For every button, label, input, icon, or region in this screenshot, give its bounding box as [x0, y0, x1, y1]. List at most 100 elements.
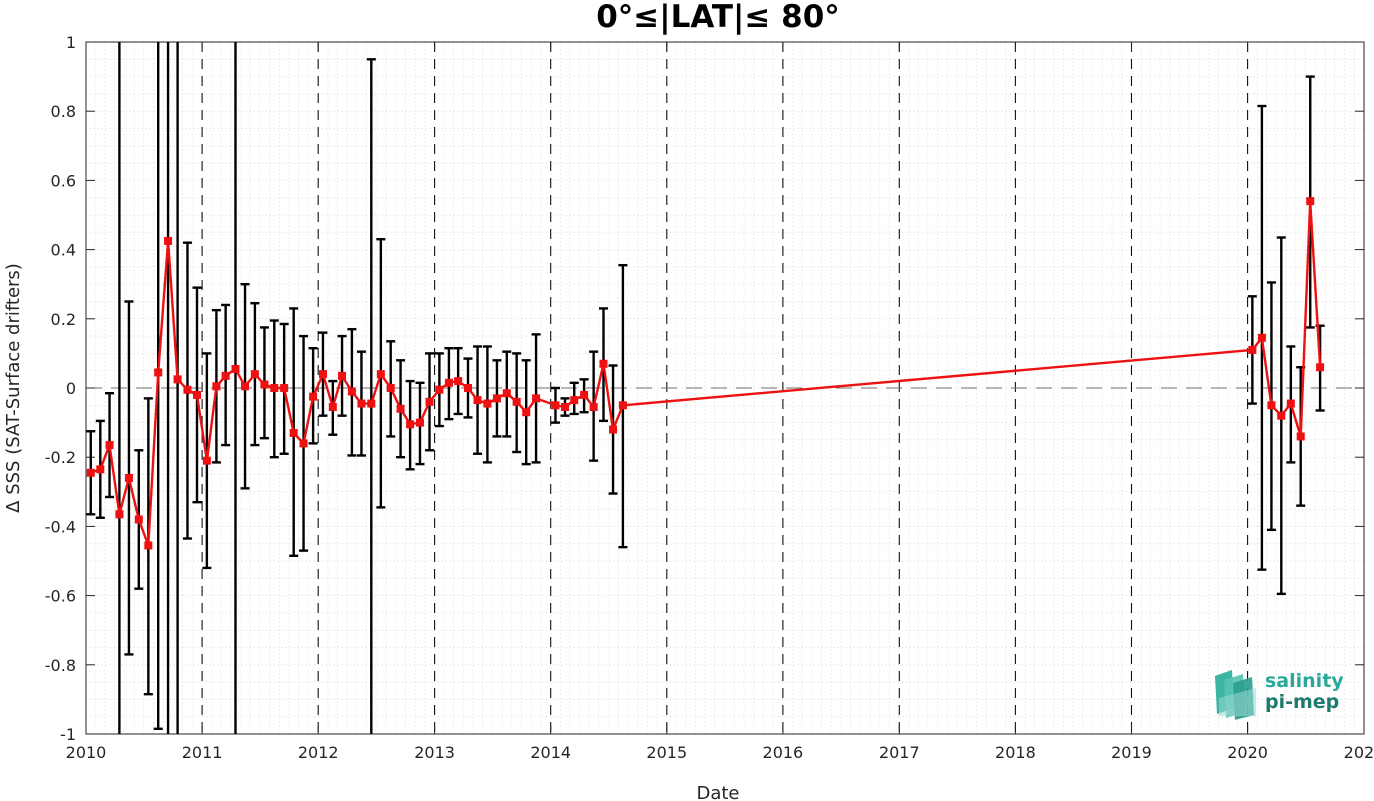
data-point	[618, 401, 627, 410]
data-point	[580, 390, 589, 399]
chart-title: 0°≤|LAT|≤ 80°	[596, 0, 840, 35]
data-point	[551, 401, 560, 410]
data-point	[1316, 363, 1325, 372]
data-point	[96, 465, 105, 474]
data-point	[1306, 197, 1315, 206]
data-point	[183, 385, 192, 394]
data-point	[1296, 432, 1305, 441]
data-point	[473, 396, 482, 405]
data-point	[386, 384, 395, 392]
x-tick-label: 2013	[414, 743, 455, 762]
data-point	[260, 380, 269, 389]
x-tick-label: 2010	[66, 743, 107, 762]
data-point	[144, 541, 153, 550]
data-point	[609, 425, 618, 434]
data-point	[561, 403, 570, 412]
data-point	[105, 441, 114, 450]
data-point	[1267, 401, 1276, 410]
logo-text-salinity: salinity	[1265, 670, 1344, 692]
x-tick-label: 2019	[1111, 743, 1152, 762]
data-point	[134, 515, 143, 524]
y-tick-label: 0.4	[51, 241, 76, 260]
data-point	[289, 428, 298, 437]
data-point	[270, 384, 279, 392]
data-point	[202, 456, 211, 465]
data-point	[124, 473, 133, 482]
x-axis-label: Date	[696, 783, 739, 801]
data-point	[309, 392, 318, 401]
data-point	[454, 377, 463, 386]
data-point	[464, 384, 473, 392]
x-tick-label: 2012	[298, 743, 339, 762]
y-tick-label: -0.4	[45, 517, 76, 536]
y-tick-label: -0.2	[45, 448, 76, 467]
data-point	[1248, 345, 1257, 354]
data-point	[299, 439, 308, 448]
data-point	[231, 364, 240, 373]
data-point	[532, 394, 541, 403]
data-point	[86, 468, 95, 477]
y-tick-label: -1	[60, 725, 76, 744]
x-tick-label: 2016	[763, 743, 804, 762]
data-point	[376, 370, 385, 379]
data-point	[193, 390, 202, 399]
data-point	[154, 368, 163, 377]
y-tick-label: -0.8	[45, 656, 76, 675]
error-bars	[86, 42, 1325, 734]
data-point	[1286, 399, 1295, 408]
data-point	[599, 359, 608, 368]
data-point	[570, 396, 579, 405]
x-tick-label: 2015	[646, 743, 687, 762]
data-point	[241, 382, 250, 391]
x-tick-label: 2011	[182, 743, 223, 762]
data-point	[396, 404, 405, 413]
data-point	[250, 370, 259, 379]
data-point	[347, 387, 356, 396]
data-markers	[86, 197, 1325, 550]
data-point	[280, 384, 289, 392]
salinity-pi-mep-logo: salinity pi-mep	[1215, 670, 1344, 720]
data-point	[502, 389, 511, 398]
x-tick-label: 2021	[1344, 743, 1374, 762]
data-point	[115, 510, 124, 519]
data-point	[589, 403, 598, 412]
x-tick-label: 2014	[530, 743, 571, 762]
data-point	[1277, 411, 1286, 420]
plot-frame	[85, 41, 1365, 735]
data-point	[435, 385, 444, 394]
data-point	[483, 399, 492, 408]
data-point	[367, 399, 376, 408]
data-point	[357, 399, 366, 408]
data-point	[212, 382, 221, 391]
logo-text-pi-mep: pi-mep	[1265, 691, 1339, 713]
data-point	[221, 371, 230, 380]
y-tick-label: 0	[66, 379, 76, 398]
data-point	[318, 370, 327, 379]
data-point	[164, 236, 173, 245]
data-point	[338, 371, 347, 380]
grid	[86, 41, 1364, 735]
data-point	[512, 397, 521, 406]
data-point	[415, 418, 424, 427]
y-tick-label: -0.6	[45, 587, 76, 606]
error-bar	[366, 58, 376, 734]
data-point	[444, 378, 453, 387]
data-point	[492, 394, 501, 403]
data-point	[1257, 333, 1266, 342]
data-point	[328, 403, 337, 412]
y-tick-label: 0.6	[51, 171, 76, 190]
x-tick-label: 2018	[995, 743, 1036, 762]
data-point	[425, 397, 434, 406]
data-point	[406, 420, 415, 429]
logo-wave-icon	[1215, 670, 1256, 720]
x-tick-label: 2017	[879, 743, 920, 762]
y-tick-label: 0.8	[51, 102, 76, 121]
data-point	[522, 408, 531, 417]
y-axis-label: Δ SSS (SAT-Surface drifters)	[3, 263, 24, 513]
y-tick-label: 1	[66, 33, 76, 52]
x-tick-label: 2020	[1227, 743, 1268, 762]
data-point	[173, 375, 182, 384]
y-tick-label: 0.2	[51, 310, 76, 329]
